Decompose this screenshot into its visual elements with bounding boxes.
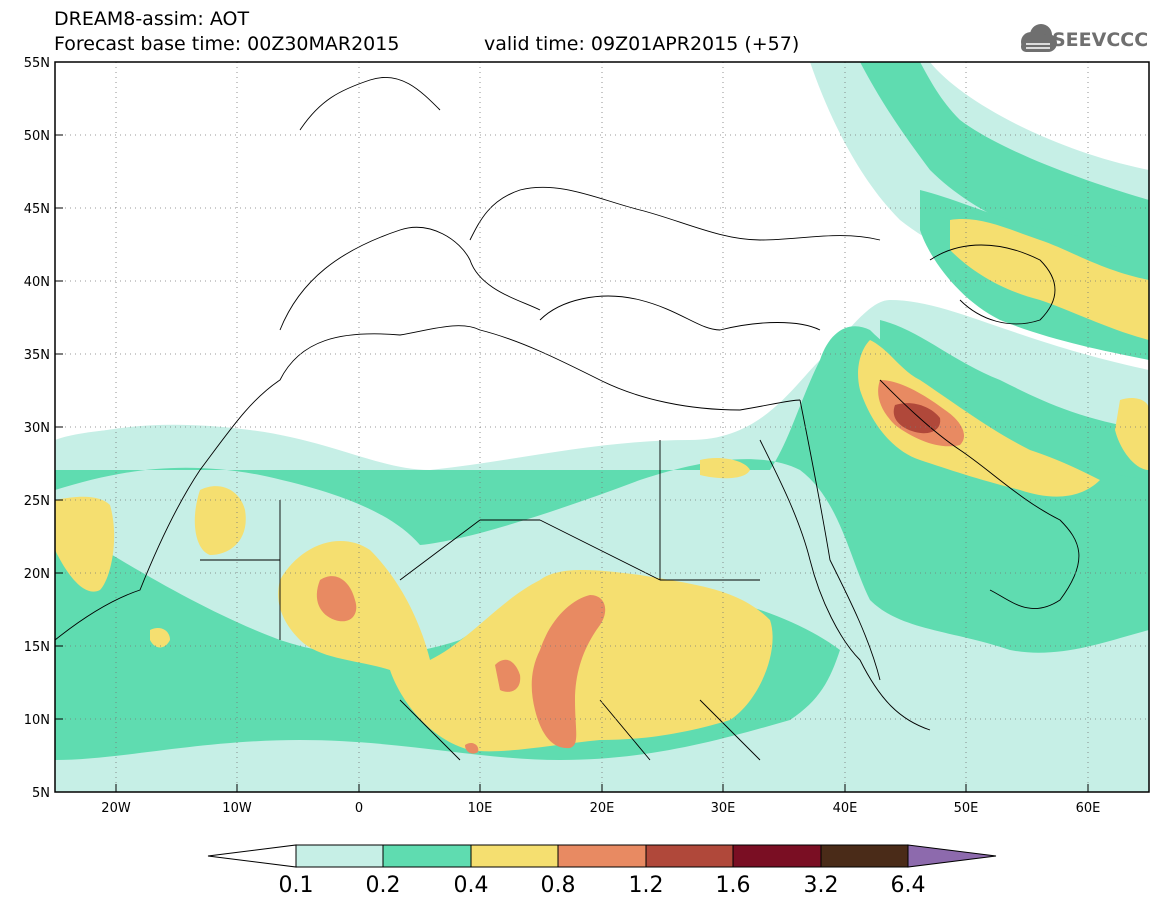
colorbar-swatch (295, 844, 384, 868)
colorbar-swatch (557, 844, 647, 868)
lat-label: 10N (24, 713, 50, 728)
valid-time: valid time: 09Z01APR2015 (+57) (484, 33, 800, 55)
lon-label: 60E (1076, 801, 1101, 816)
cloud-logo-icon (1021, 24, 1057, 52)
longitude-labels: 20W 10W 0 10E 20E 30E 40E 50E 60E (101, 801, 1100, 816)
lon-label: 10E (468, 801, 493, 816)
gridlines (55, 62, 1149, 792)
colorbar-label: 0.1 (279, 873, 314, 898)
lat-label: 40N (24, 275, 50, 290)
aot-fill-layer (55, 62, 1149, 792)
lon-label: 0 (355, 801, 363, 816)
colorbar-label: 6.4 (891, 873, 926, 898)
colorbar-swatch (470, 844, 559, 868)
tick-marks (55, 134, 1089, 792)
lat-label: 30N (24, 421, 50, 436)
lat-label: 25N (24, 494, 50, 509)
colorbar-swatch (645, 844, 734, 868)
latitude-labels: 55N 50N 45N 40N 35N 30N 25N 20N 15N 10N … (24, 56, 50, 801)
lon-label: 50E (954, 801, 979, 816)
lon-label: 20E (590, 801, 615, 816)
colorbar-min-arrow (207, 844, 297, 868)
coastlines (55, 76, 1080, 761)
lat-label: 15N (24, 640, 50, 655)
colorbar (207, 844, 997, 868)
lon-label: 30E (711, 801, 736, 816)
lat-label: 5N (32, 786, 50, 801)
lat-label: 20N (24, 567, 50, 582)
colorbar-swatch (382, 844, 472, 868)
colorbar-label: 1.2 (629, 873, 664, 898)
colorbar-swatch (820, 844, 909, 868)
colorbar-label: 0.4 (454, 873, 489, 898)
colorbar-label: 1.6 (716, 873, 751, 898)
colorbar-label: 0.2 (366, 873, 401, 898)
colorbar-swatch (732, 844, 822, 868)
colorbar-max-arrow (907, 844, 997, 868)
map-title: DREAM8-assim: AOT (54, 8, 250, 30)
colorbar-label: 3.2 (804, 873, 839, 898)
lon-label: 40E (833, 801, 858, 816)
lat-label: 50N (24, 129, 50, 144)
lat-label: 35N (24, 348, 50, 363)
lat-label: 55N (24, 56, 50, 71)
lon-label: 10W (222, 801, 252, 816)
colorbar-label: 0.8 (541, 873, 576, 898)
lat-label: 45N (24, 202, 50, 217)
forecast-base-time: Forecast base time: 00Z30MAR2015 (54, 33, 400, 55)
logo-text: SEEVCCC (1052, 29, 1149, 51)
lon-label: 20W (101, 801, 131, 816)
colorbar-labels: 0.1 0.2 0.4 0.8 1.2 1.6 3.2 6.4 (279, 873, 926, 898)
